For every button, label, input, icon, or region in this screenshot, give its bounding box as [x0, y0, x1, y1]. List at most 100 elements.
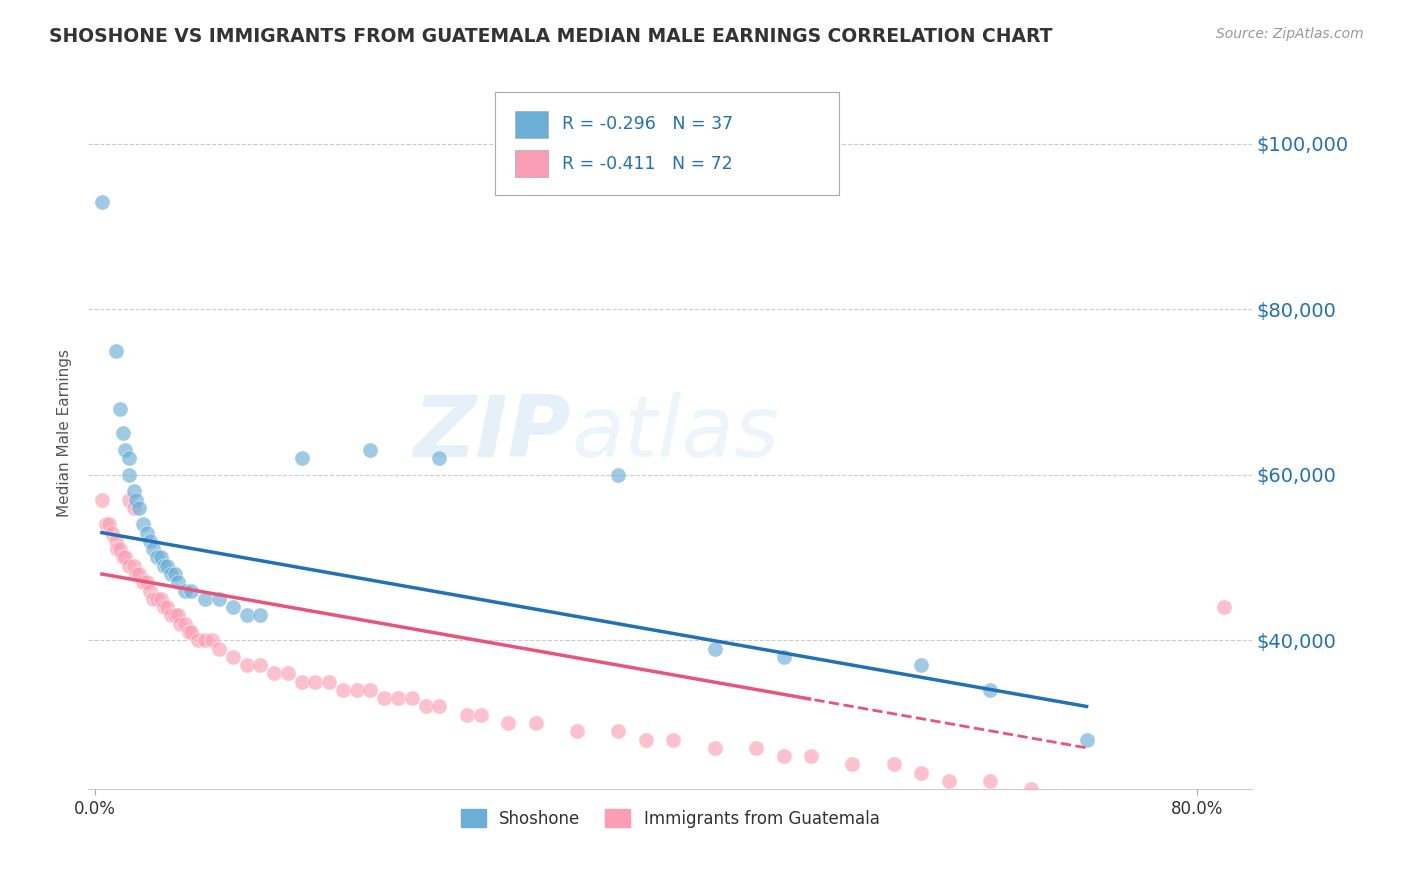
- Point: [169, 616, 191, 631]
- Point: [427, 451, 450, 466]
- Point: [122, 500, 145, 515]
- Point: [565, 724, 588, 739]
- Point: [142, 591, 165, 606]
- Bar: [515, 111, 548, 138]
- Point: [159, 608, 181, 623]
- Point: [108, 401, 131, 416]
- Point: [114, 550, 136, 565]
- Point: [703, 641, 725, 656]
- Point: [150, 591, 173, 606]
- Point: [883, 757, 905, 772]
- Point: [745, 740, 768, 755]
- Text: atlas: atlas: [571, 392, 779, 475]
- Bar: [515, 150, 548, 178]
- Point: [387, 691, 409, 706]
- Point: [222, 600, 245, 615]
- Point: [173, 583, 195, 598]
- Point: [118, 451, 141, 466]
- Point: [146, 550, 169, 565]
- Point: [194, 591, 217, 606]
- Point: [132, 575, 155, 590]
- Point: [122, 484, 145, 499]
- Point: [122, 558, 145, 573]
- Point: [156, 558, 179, 573]
- Point: [139, 533, 162, 548]
- Point: [177, 624, 200, 639]
- Point: [1076, 790, 1098, 805]
- Point: [235, 608, 257, 623]
- Point: [104, 533, 127, 548]
- Point: [1047, 790, 1070, 805]
- Point: [607, 467, 630, 482]
- Point: [373, 691, 395, 706]
- Point: [180, 583, 202, 598]
- Point: [291, 674, 314, 689]
- Point: [201, 633, 224, 648]
- Point: [318, 674, 340, 689]
- Point: [194, 633, 217, 648]
- Point: [173, 616, 195, 631]
- Point: [166, 575, 188, 590]
- Point: [607, 724, 630, 739]
- Point: [111, 426, 134, 441]
- Point: [703, 740, 725, 755]
- Point: [346, 682, 368, 697]
- Point: [332, 682, 354, 697]
- Point: [634, 732, 657, 747]
- Point: [97, 517, 120, 532]
- Point: [163, 567, 186, 582]
- Point: [125, 567, 148, 582]
- Point: [156, 600, 179, 615]
- Point: [166, 608, 188, 623]
- Point: [136, 525, 159, 540]
- Text: Source: ZipAtlas.com: Source: ZipAtlas.com: [1216, 27, 1364, 41]
- Point: [1021, 782, 1043, 797]
- Point: [263, 666, 285, 681]
- Point: [142, 542, 165, 557]
- Point: [277, 666, 299, 681]
- Point: [118, 492, 141, 507]
- Text: R = -0.296   N = 37: R = -0.296 N = 37: [562, 115, 733, 133]
- Point: [662, 732, 685, 747]
- Point: [910, 765, 932, 780]
- Point: [1213, 600, 1236, 615]
- Point: [1159, 798, 1181, 813]
- Point: [114, 442, 136, 457]
- Point: [772, 749, 794, 764]
- Point: [415, 699, 437, 714]
- Point: [118, 558, 141, 573]
- Point: [1076, 732, 1098, 747]
- Y-axis label: Median Male Earnings: Median Male Earnings: [58, 350, 72, 517]
- Point: [94, 517, 117, 532]
- Point: [105, 542, 128, 557]
- Point: [427, 699, 450, 714]
- Point: [979, 682, 1001, 697]
- Point: [208, 641, 231, 656]
- Point: [153, 558, 176, 573]
- Point: [249, 658, 271, 673]
- FancyBboxPatch shape: [495, 92, 839, 194]
- Point: [139, 583, 162, 598]
- Text: R = -0.411   N = 72: R = -0.411 N = 72: [562, 154, 733, 172]
- Point: [136, 575, 159, 590]
- Point: [359, 442, 381, 457]
- Point: [208, 591, 231, 606]
- Point: [111, 550, 134, 565]
- Point: [108, 542, 131, 557]
- Point: [90, 194, 112, 209]
- Point: [187, 633, 209, 648]
- Point: [938, 773, 960, 788]
- Point: [401, 691, 423, 706]
- Point: [132, 517, 155, 532]
- Point: [146, 591, 169, 606]
- Point: [249, 608, 271, 623]
- Point: [841, 757, 863, 772]
- Point: [90, 492, 112, 507]
- Point: [291, 451, 314, 466]
- Point: [180, 624, 202, 639]
- Point: [159, 567, 181, 582]
- Point: [150, 550, 173, 565]
- Point: [359, 682, 381, 697]
- Point: [910, 658, 932, 673]
- Point: [235, 658, 257, 673]
